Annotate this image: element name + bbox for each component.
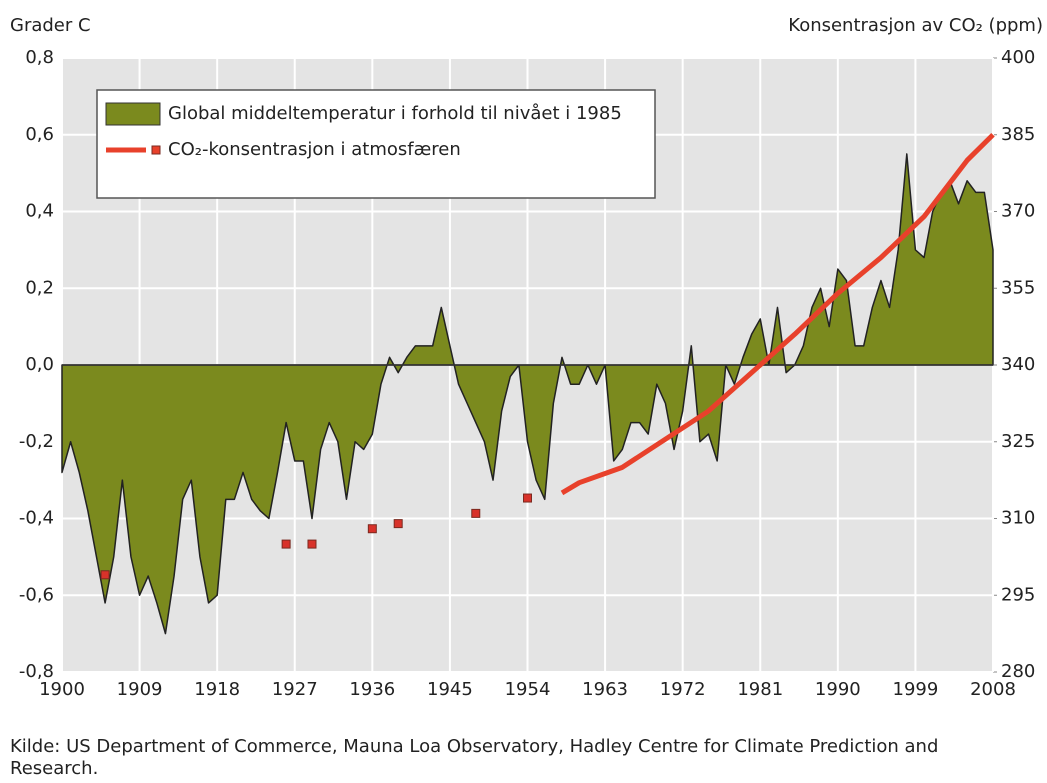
source-note: Kilde: US Department of Commerce, Mauna … xyxy=(10,736,939,779)
x-tick-label: 1900 xyxy=(39,679,85,700)
co2-marker xyxy=(471,508,481,518)
x-tick-label: 1981 xyxy=(737,679,783,700)
y2-tick-label: 280 xyxy=(1001,661,1035,682)
y-tick-label: -0,8 xyxy=(19,661,54,682)
y2-tick-label: 295 xyxy=(1001,584,1035,605)
co2-marker xyxy=(100,570,110,580)
y2-tick-label: 385 xyxy=(1001,124,1035,145)
y-tick-label: -0,4 xyxy=(19,508,54,529)
y2-axis-title: Konsentrasjon av CO₂ (ppm) xyxy=(788,15,1043,36)
y-tick-label: 0,8 xyxy=(25,47,54,68)
y-tick-label: 0,2 xyxy=(25,277,54,298)
co2-marker xyxy=(393,519,403,529)
x-tick-label: 1954 xyxy=(505,679,551,700)
temperature-area xyxy=(61,153,994,635)
y2-tick-label: 340 xyxy=(1001,354,1035,375)
y-tick-label: 0,4 xyxy=(25,201,54,222)
y-tick-label: 0,6 xyxy=(25,124,54,145)
x-tick-label: 1990 xyxy=(815,679,861,700)
y2-tick-label: 310 xyxy=(1001,508,1035,529)
x-tick-label: 1945 xyxy=(427,679,473,700)
x-tick-label: 1918 xyxy=(194,679,240,700)
x-tick-label: 1936 xyxy=(349,679,395,700)
y2-tick-label: 370 xyxy=(1001,201,1035,222)
x-tick-label: 1909 xyxy=(117,679,163,700)
y2-tick-label: 355 xyxy=(1001,277,1035,298)
x-tick-label: 1927 xyxy=(272,679,318,700)
x-tick-label: 1999 xyxy=(893,679,939,700)
y2-tick-label: 400 xyxy=(1001,47,1035,68)
y-axis-title: Grader C xyxy=(10,15,91,36)
co2-line xyxy=(560,132,995,496)
chart: Grader C Konsentrasjon av CO₂ (ppm) -0,8… xyxy=(10,15,1043,700)
co2-marker xyxy=(523,493,532,503)
x-tick-label: 1963 xyxy=(582,679,628,700)
y-tick-label: -0,6 xyxy=(19,584,54,605)
co2-marker xyxy=(281,539,291,549)
legend-marker xyxy=(151,145,161,155)
y-tick-label: 0,0 xyxy=(25,354,54,375)
x-tick-label: 2008 xyxy=(970,679,1016,700)
co2-marker xyxy=(367,524,377,534)
legend-label: CO₂-konsentrasjon i atmosfæren xyxy=(168,139,461,160)
legend-label: Global middeltemperatur i forhold til ni… xyxy=(168,103,622,124)
legend-swatch xyxy=(105,102,161,126)
y2-tick-label: 325 xyxy=(1001,431,1035,452)
legend-box xyxy=(96,89,656,199)
x-tick-label: 1972 xyxy=(660,679,706,700)
co2-marker xyxy=(307,539,317,549)
y-tick-label: -0,2 xyxy=(19,431,54,452)
